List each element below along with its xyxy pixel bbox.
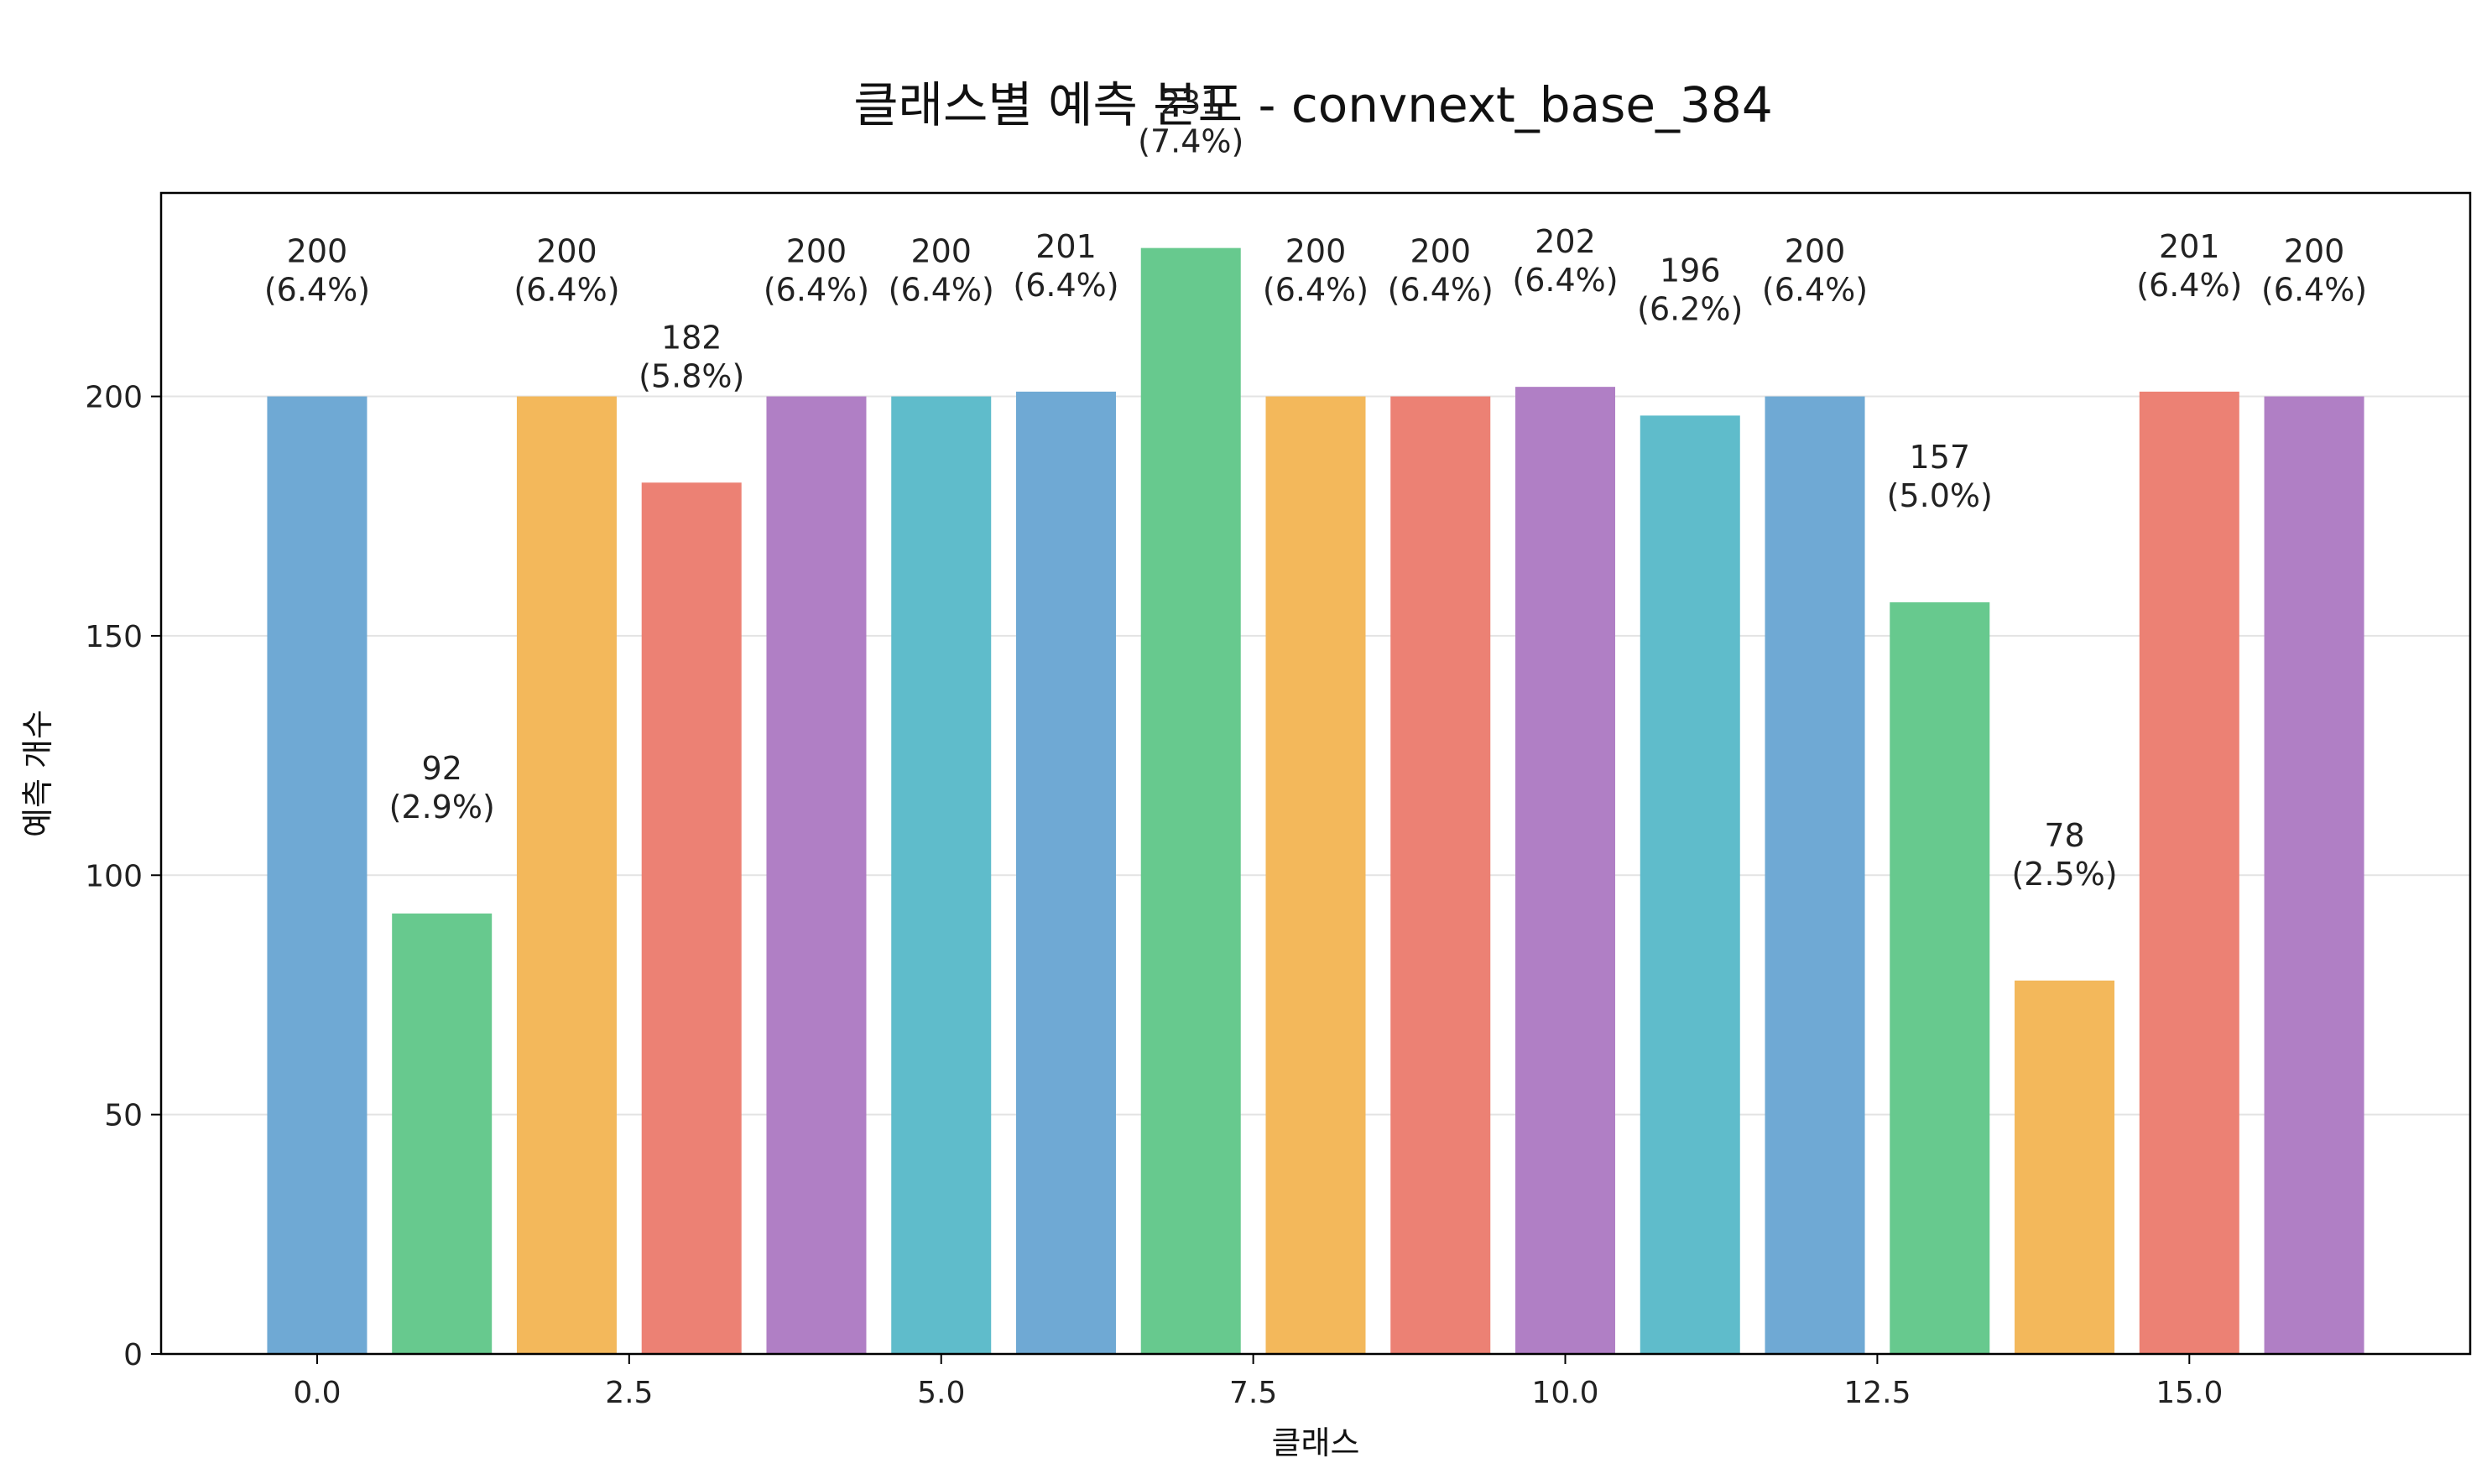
- bar-class-12: [1765, 396, 1865, 1355]
- data-label-class-5: 200 (6.4%): [889, 233, 994, 309]
- data-label-class-11: 196 (6.2%): [1637, 252, 1743, 327]
- x-tick-label: 15.0: [2156, 1376, 2223, 1410]
- bar-class-2: [516, 396, 617, 1355]
- bar-class-5: [891, 396, 992, 1355]
- data-label-class-0: 200 (6.4%): [264, 233, 370, 309]
- bar-class-14: [2015, 980, 2115, 1354]
- y-axis-label: 예측 개수: [19, 710, 56, 837]
- data-label-class-15: 201 (6.4%): [2136, 228, 2242, 304]
- bar-class-1: [392, 913, 493, 1354]
- data-label-class-8: 200 (6.4%): [1263, 233, 1369, 309]
- bar-class-13: [1890, 601, 1990, 1354]
- bar-class-7: [1140, 247, 1241, 1354]
- bar-class-0: [267, 396, 368, 1355]
- data-label-class-12: 200 (6.4%): [1762, 233, 1868, 309]
- data-label-class-3: 182 (5.8%): [639, 319, 744, 394]
- x-tick-label: 12.5: [1843, 1376, 1911, 1410]
- data-label-class-13: 157 (5.0%): [1887, 439, 1993, 514]
- data-label-class-6: 201 (6.4%): [1013, 228, 1118, 304]
- x-tick-label: 0.0: [293, 1376, 341, 1410]
- bar-class-3: [641, 482, 742, 1354]
- bars: [267, 247, 2364, 1355]
- y-tick-label: 200: [85, 381, 143, 415]
- y-tick-label: 150: [85, 620, 143, 654]
- axes: 0 50 100 150 200 0.0 2.5 5.0 7.5 10.0 12.5 15.0: [85, 381, 2223, 1410]
- chart-title: 클래스별 예측 분포 - convnext_base_384: [853, 76, 1772, 133]
- data-label-class-10: 202 (6.4%): [1512, 223, 1618, 299]
- x-tick-label: 10.0: [1531, 1376, 1598, 1410]
- data-label-class-14: 78 (2.5%): [2011, 817, 2117, 893]
- bar-class-4: [766, 396, 867, 1355]
- bar-class-8: [1265, 396, 1366, 1355]
- y-tick-label: 50: [104, 1099, 143, 1133]
- plot-frame: [159, 191, 2472, 1356]
- bar-class-15: [2139, 391, 2239, 1354]
- data-label-class-9: 200 (6.4%): [1388, 233, 1494, 309]
- bar-class-16: [2264, 396, 2364, 1355]
- data-label-class-1: 92 (2.9%): [389, 750, 495, 825]
- data-labels: 200 (6.4%) 92 (2.9%) 200 (6.4%) 182 (5.8%) 200 (6…: [264, 85, 2367, 893]
- x-tick-label: 5.0: [917, 1376, 965, 1410]
- x-tick-label: 7.5: [1229, 1376, 1277, 1410]
- data-label-class-7: 231 (7.4%): [1138, 85, 1243, 160]
- data-label-class-16: 200 (6.4%): [2261, 233, 2367, 309]
- x-axis-label: 클래스: [1272, 1424, 1360, 1461]
- bar-class-9: [1390, 396, 1491, 1355]
- bar-class-11: [1640, 415, 1740, 1355]
- bar-class-10: [1515, 387, 1616, 1354]
- y-tick-label: 100: [85, 859, 143, 893]
- y-tick-label: 0: [123, 1338, 143, 1372]
- data-label-class-4: 200 (6.4%): [764, 233, 869, 309]
- data-label-class-2: 200 (6.4%): [514, 233, 619, 309]
- x-tick-label: 2.5: [605, 1376, 653, 1410]
- bar-class-6: [1015, 391, 1116, 1354]
